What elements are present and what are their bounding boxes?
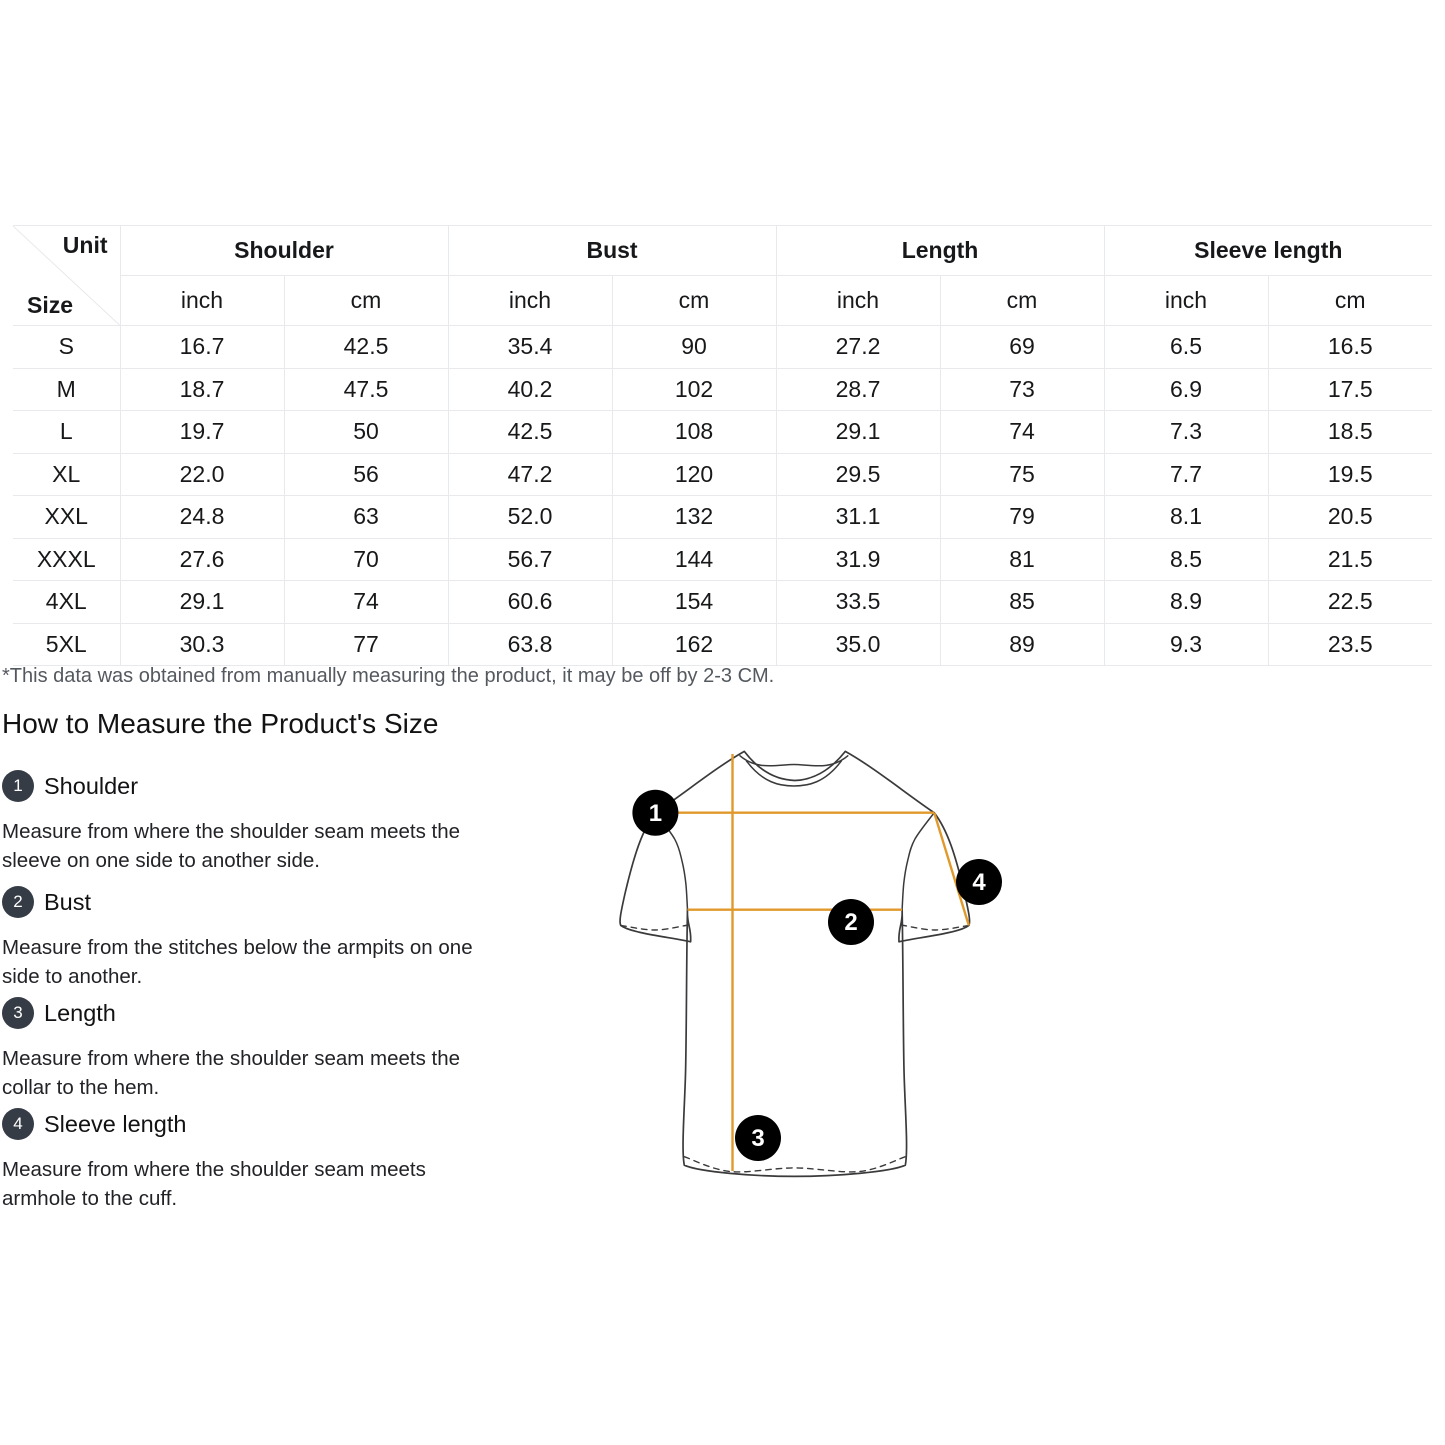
svg-text:1: 1 — [649, 800, 662, 827]
svg-text:4: 4 — [972, 869, 986, 896]
svg-text:2: 2 — [844, 909, 857, 936]
svg-text:3: 3 — [751, 1125, 764, 1152]
